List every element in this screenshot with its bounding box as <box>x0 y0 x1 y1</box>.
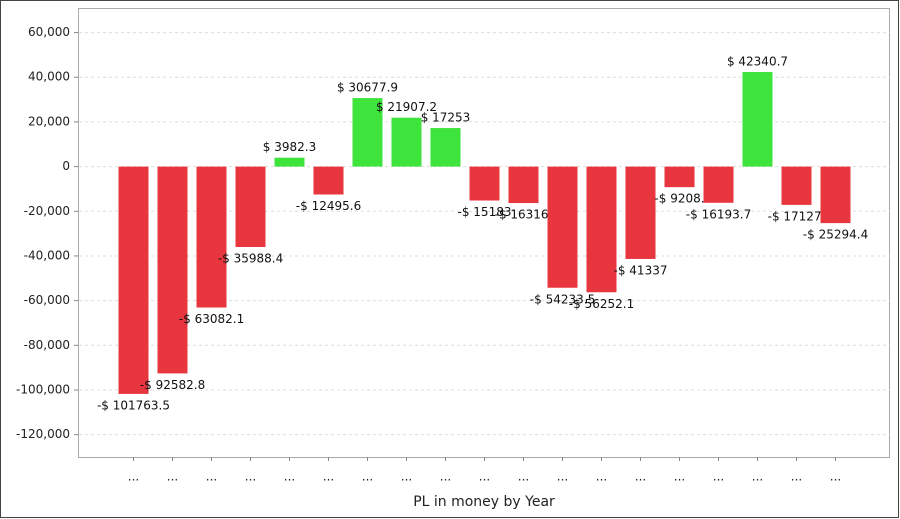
x-tick-label: ... <box>284 470 295 484</box>
x-tick-label: ... <box>440 470 451 484</box>
x-tick-label: ... <box>830 470 841 484</box>
x-tick-label: ... <box>791 470 802 484</box>
value-label: -$ 101763.5 <box>97 398 170 412</box>
bar <box>430 128 461 167</box>
x-tick-label: ... <box>635 470 646 484</box>
value-label: $ 21907.2 <box>376 100 437 114</box>
bar <box>508 166 539 204</box>
value-label: -$ 12495.6 <box>296 199 361 213</box>
bar <box>274 157 305 167</box>
x-tick-label: ... <box>362 470 373 484</box>
y-tick-label: -100,000 <box>16 382 70 396</box>
x-tick-label: ... <box>206 470 217 484</box>
x-tick-label: ... <box>596 470 607 484</box>
y-tick-label: -60,000 <box>24 293 70 307</box>
bar <box>157 166 188 374</box>
bar <box>820 166 851 224</box>
y-tick-label: 20,000 <box>28 114 70 128</box>
value-label: $ 17253 <box>421 111 471 125</box>
x-tick-label: ... <box>713 470 724 484</box>
y-tick-label: -20,000 <box>24 204 70 218</box>
value-label: -$ 92582.8 <box>140 378 205 392</box>
bar <box>586 166 617 293</box>
bar <box>781 166 812 205</box>
y-tick-label: 60,000 <box>28 25 70 39</box>
y-tick-label: 0 <box>62 159 70 173</box>
value-label: -$ 16316. <box>495 208 553 222</box>
bar <box>664 166 695 188</box>
value-label: -$ 63082.1 <box>179 312 244 326</box>
bar <box>235 166 266 247</box>
bar <box>352 98 383 167</box>
value-label: -$ 17127. <box>768 209 826 223</box>
value-label: -$ 54233.5 <box>530 292 595 306</box>
bar <box>703 166 734 203</box>
x-tick-label: ... <box>674 470 685 484</box>
x-tick-label: ... <box>752 470 763 484</box>
value-label: -$ 41337 <box>614 263 668 277</box>
bar <box>196 166 227 308</box>
value-label: -$ 15183 <box>458 205 512 219</box>
value-label: -$ 25294.4 <box>803 228 868 242</box>
value-label: -$ 9208. <box>654 192 704 206</box>
x-axis-label: PL in money by Year <box>413 494 555 510</box>
y-tick-label: -40,000 <box>24 248 70 262</box>
bar <box>469 166 500 201</box>
bar <box>118 166 149 394</box>
x-tick-label: ... <box>245 470 256 484</box>
value-label: $ 30677.9 <box>337 81 398 95</box>
bar <box>547 166 578 288</box>
bar <box>625 166 656 259</box>
x-tick-label: ... <box>401 470 412 484</box>
value-label: -$ 16193.7 <box>686 207 751 221</box>
value-label: $ 42340.7 <box>727 55 788 69</box>
y-tick-label: -120,000 <box>16 427 70 441</box>
x-tick-label: ... <box>479 470 490 484</box>
y-tick-label: -80,000 <box>24 338 70 352</box>
value-label: -$ 35988.4 <box>218 251 283 265</box>
y-tick-label: 40,000 <box>28 70 70 84</box>
bar <box>313 166 344 195</box>
x-tick-label: ... <box>323 470 334 484</box>
x-tick-label: ... <box>557 470 568 484</box>
value-label: $ 3982.3 <box>263 140 316 154</box>
bar <box>391 117 422 167</box>
bar <box>742 72 773 167</box>
x-tick-label: ... <box>518 470 529 484</box>
x-tick-label: ... <box>128 470 139 484</box>
x-tick-label: ... <box>167 470 178 484</box>
value-label: -$ 56252.1 <box>569 297 634 311</box>
